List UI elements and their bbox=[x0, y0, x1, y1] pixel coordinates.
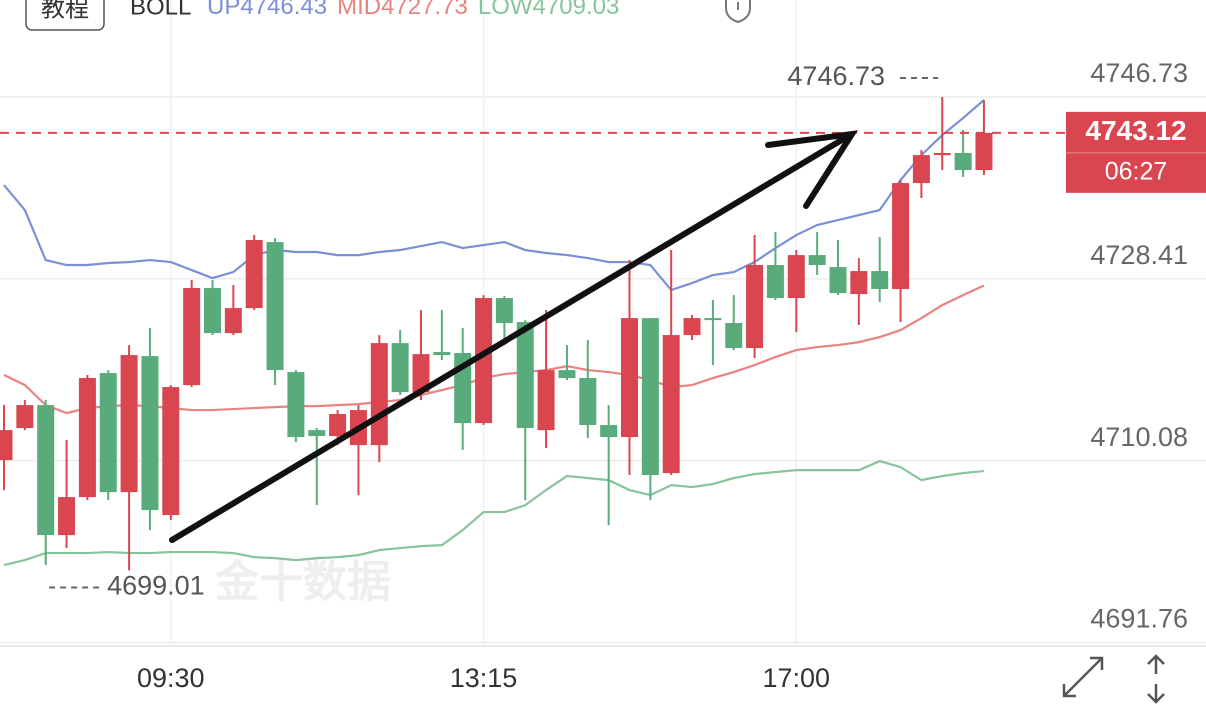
candle-body bbox=[0, 430, 13, 461]
candle-body bbox=[683, 318, 701, 336]
x-tick-label: 13:15 bbox=[450, 663, 518, 693]
candle-body bbox=[433, 352, 451, 356]
candles bbox=[0, 97, 993, 571]
min-label: 4699.01 bbox=[107, 571, 205, 601]
legend-name: UP bbox=[207, 0, 240, 20]
candle-body bbox=[871, 271, 889, 290]
countdown-label: 06:27 bbox=[1105, 157, 1168, 185]
candle-body bbox=[495, 298, 513, 324]
legend-value: 4746.43 bbox=[240, 0, 327, 20]
candle-body bbox=[58, 497, 76, 536]
candle-body bbox=[787, 255, 805, 299]
candle-body bbox=[183, 288, 201, 386]
candle-body bbox=[16, 405, 34, 429]
candle-body bbox=[725, 323, 743, 349]
candle-body bbox=[912, 155, 930, 184]
max-label: 4746.73 bbox=[787, 61, 885, 91]
candle-body bbox=[475, 298, 493, 424]
y-tick-label: 4691.76 bbox=[1090, 604, 1188, 634]
trend-arrow bbox=[169, 130, 858, 543]
candle-body bbox=[808, 255, 826, 266]
candle-body bbox=[850, 271, 868, 295]
tab-label[interactable]: 教程 bbox=[41, 0, 89, 22]
indicator-name: BOLL bbox=[130, 0, 191, 20]
legend-name: MID bbox=[337, 0, 381, 20]
candle-body bbox=[370, 343, 388, 446]
arrow-shaft bbox=[169, 132, 853, 543]
candle-body bbox=[746, 265, 764, 349]
x-tick-label: 09:30 bbox=[137, 663, 205, 693]
legend-name: LOW bbox=[478, 0, 533, 20]
legend-value: 4709.03 bbox=[533, 0, 620, 20]
overlay: 4691.76 4710.08 4728.41 4746.73 09:30 13:15 17… bbox=[0, 58, 1206, 693]
tab-button[interactable] bbox=[25, 0, 105, 31]
candle-body bbox=[99, 373, 117, 493]
candle-body bbox=[537, 370, 555, 431]
last-price-label: 4743.12 bbox=[1085, 115, 1186, 146]
legend-value: 4727.73 bbox=[381, 0, 468, 20]
candle-body bbox=[579, 378, 597, 426]
candle-body bbox=[892, 183, 910, 290]
candle-body bbox=[766, 265, 784, 299]
scale-icon[interactable] bbox=[1147, 654, 1165, 704]
candle-body bbox=[308, 430, 326, 437]
y-tick-label: 4710.08 bbox=[1090, 422, 1188, 452]
x-tick-label: 17:00 bbox=[763, 663, 831, 693]
candle-body bbox=[600, 425, 618, 438]
candle-body bbox=[162, 387, 180, 516]
candle-body bbox=[329, 414, 347, 437]
candle-body bbox=[78, 378, 96, 498]
candle-body bbox=[266, 242, 284, 371]
bollinger-line bbox=[3, 99, 985, 292]
candle-body bbox=[516, 322, 534, 429]
expand-icon[interactable] bbox=[1062, 656, 1104, 698]
y-tick-label: 4728.41 bbox=[1090, 240, 1188, 270]
candle-body bbox=[141, 356, 159, 511]
candle-body bbox=[933, 152, 951, 156]
candle-body bbox=[662, 335, 680, 474]
candle-body bbox=[704, 318, 722, 321]
watermark: 金十数据 bbox=[214, 558, 391, 607]
candle-body bbox=[391, 343, 409, 393]
candle-body bbox=[224, 308, 242, 334]
candle-body bbox=[204, 288, 221, 334]
arrow-head bbox=[765, 130, 858, 209]
candle-body bbox=[975, 132, 993, 171]
settings-icon[interactable] bbox=[725, 0, 751, 24]
candle-body bbox=[412, 354, 430, 393]
y-tick-label: 4746.73 bbox=[1090, 58, 1188, 88]
candle-body bbox=[120, 355, 138, 493]
candle-body bbox=[621, 318, 638, 438]
candle-body bbox=[558, 370, 576, 379]
candle-body bbox=[641, 318, 659, 476]
candle-body bbox=[287, 372, 305, 438]
legend: UP4746.43 MID4727.73 LOW4709.03 bbox=[207, 0, 619, 20]
candle-body bbox=[829, 267, 847, 294]
candle-body bbox=[37, 405, 55, 536]
grid bbox=[0, 0, 1206, 647]
candle-body bbox=[245, 240, 263, 309]
bollinger-line bbox=[3, 459, 985, 567]
candle-body bbox=[954, 152, 972, 171]
